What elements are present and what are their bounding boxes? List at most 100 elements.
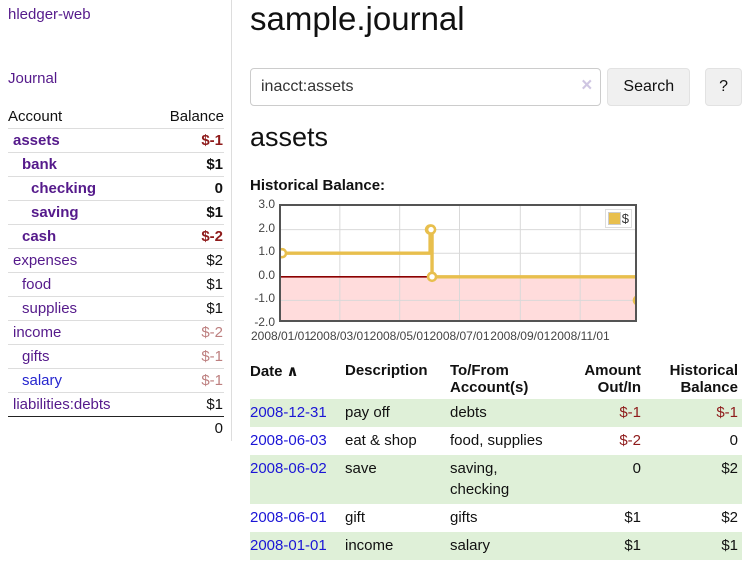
search-button[interactable]: Search xyxy=(607,68,691,106)
account-balance: $2 xyxy=(206,252,223,269)
app-title[interactable]: hledger-web xyxy=(8,6,91,23)
transaction-amount-cell: $1 xyxy=(624,537,641,554)
sidebar-item-gifts[interactable]: gifts xyxy=(22,348,50,365)
transaction-date-link[interactable]: 2008-12-31 xyxy=(250,404,327,421)
x-axis-tick-label: 2008/07/01 xyxy=(429,329,490,343)
balance-column-header: Historical Balance xyxy=(669,362,738,396)
sidebar-item-supplies[interactable]: supplies xyxy=(22,300,78,317)
y-axis-tick-label: -2.0 xyxy=(254,315,275,329)
table-row: 2008-06-02 save saving, checking 0 $2 xyxy=(250,455,742,504)
sidebar-item-income[interactable]: income xyxy=(13,324,62,341)
sidebar-item-saving[interactable]: saving xyxy=(31,204,79,221)
description-column-header: Description xyxy=(345,362,428,379)
account-balance: 0 xyxy=(214,180,223,197)
balance-column-header: Balance xyxy=(169,107,224,125)
transaction-balance-cell: 0 xyxy=(729,432,738,449)
sidebar-item-journal[interactable]: Journal xyxy=(8,70,58,87)
date-column-header[interactable]: Date ∧ xyxy=(250,363,299,380)
register-table: Date ∧ Description To/From Account(s) Amo… xyxy=(250,360,742,560)
accounts-column-header: To/From Account(s) xyxy=(450,362,529,396)
account-row: income $-2 xyxy=(8,320,224,344)
transaction-amount-cell: 0 xyxy=(632,460,641,477)
transaction-date-cell: 2008-06-01 xyxy=(250,504,345,532)
account-balance: $-2 xyxy=(201,228,223,245)
transaction-accounts-cell: gifts xyxy=(450,509,478,526)
account-row: cash $-2 xyxy=(8,224,224,248)
x-axis-tick-label: 2008/01/01 xyxy=(250,329,312,343)
sidebar-item-checking[interactable]: checking xyxy=(31,180,97,197)
account-column-header: Account xyxy=(8,107,63,125)
search-box: × xyxy=(250,68,602,106)
search-input[interactable] xyxy=(250,68,602,106)
transaction-balance-cell: $1 xyxy=(721,537,738,554)
clear-search-icon[interactable]: × xyxy=(581,75,593,96)
x-axis-tick-label: 2008/09/01 xyxy=(490,329,551,343)
sidebar-item-expenses[interactable]: expenses xyxy=(13,252,78,269)
transaction-date-cell: 2008-01-01 xyxy=(250,532,345,560)
account-balance: $-1 xyxy=(201,132,223,149)
table-row: 2008-01-01 income salary $1 $1 xyxy=(250,532,742,560)
account-balance: $1 xyxy=(206,156,223,173)
transaction-date-cell: 2008-06-03 xyxy=(250,427,345,455)
transaction-date-link[interactable]: 2008-06-02 xyxy=(250,460,327,477)
transaction-date-link[interactable]: 2008-06-01 xyxy=(250,509,327,526)
register-header-row: Date ∧ Description To/From Account(s) Amo… xyxy=(250,360,742,399)
account-heading: assets xyxy=(250,122,329,152)
table-row: 2008-06-01 gift gifts $1 $2 xyxy=(250,504,742,532)
sort-ascending-icon: ∧ xyxy=(286,363,299,380)
y-axis-tick-label: -1.0 xyxy=(254,291,275,306)
transaction-description-cell: eat & shop xyxy=(345,432,417,449)
transaction-accounts-cell: debts xyxy=(450,404,487,421)
sidebar: hledger-web Journal Account Balance asse… xyxy=(0,0,232,441)
accounts-table: Account Balance assets $-1 bank $1 checking 0… xyxy=(8,104,224,440)
table-row: 2008-06-03 eat & shop food, supplies $-2 0 xyxy=(250,427,742,455)
transaction-accounts-cell: salary xyxy=(450,537,491,554)
transaction-amount-cell: $-2 xyxy=(619,432,641,449)
historical-balance-label: Historical Balance: xyxy=(250,177,386,194)
accounts-total-value: 0 xyxy=(214,420,223,437)
transaction-date-link[interactable]: 2008-06-03 xyxy=(250,432,327,449)
sidebar-item-bank[interactable]: bank xyxy=(22,156,58,173)
help-button[interactable]: ? xyxy=(705,68,742,106)
account-balance: $-1 xyxy=(201,348,223,365)
main-content: sample.journal × Search ? assets Histori… xyxy=(250,0,742,582)
transaction-description-cell: save xyxy=(345,460,377,477)
y-axis-tick-label: 3.0 xyxy=(258,197,275,211)
transaction-amount-cell: $1 xyxy=(624,509,641,526)
transaction-date-cell: 2008-12-31 xyxy=(250,399,345,427)
transaction-date-link[interactable]: 2008-01-01 xyxy=(250,537,327,554)
sidebar-item-liabilities-debts[interactable]: liabilities:debts xyxy=(13,396,111,413)
sidebar-item-assets[interactable]: assets xyxy=(13,132,60,149)
transaction-accounts-cell: food, supplies xyxy=(450,432,543,449)
transaction-description-cell: income xyxy=(345,537,394,554)
transaction-balance-cell: $2 xyxy=(721,509,738,526)
y-axis-tick-label: 2.0 xyxy=(258,220,275,235)
sidebar-item-food[interactable]: food xyxy=(22,276,52,293)
transaction-description-cell: gift xyxy=(345,509,366,526)
account-balance: $-1 xyxy=(201,372,223,389)
chart-plot-area: $ xyxy=(279,204,637,322)
account-balance: $1 xyxy=(206,396,223,413)
x-axis-tick-label: 2008/11/01 xyxy=(550,329,610,343)
balance-chart: $ 3.0 2.0 1.0 0.0 -1.0 -2.0 2008/01/01 2008/03/… xyxy=(250,197,742,344)
transaction-date-cell: 2008-06-02 xyxy=(250,455,345,504)
account-row: saving $1 xyxy=(8,200,224,224)
transaction-amount-cell: $-1 xyxy=(619,404,641,421)
sidebar-item-salary[interactable]: salary xyxy=(22,372,63,389)
y-axis-tick-label: 0.0 xyxy=(258,267,275,282)
account-row: food $1 xyxy=(8,272,224,296)
account-row: gifts $-1 xyxy=(8,344,224,368)
sidebar-item-cash[interactable]: cash xyxy=(22,228,57,245)
account-row: salary $-1 xyxy=(8,368,224,392)
page-title: sample.journal xyxy=(250,0,465,37)
transaction-balance-cell: $2 xyxy=(721,460,738,477)
chart-svg xyxy=(281,206,635,320)
account-row: assets $-1 xyxy=(8,128,224,152)
x-axis-tick-label: 2008/05/01 xyxy=(369,329,430,343)
legend-label: $ xyxy=(621,211,629,226)
accounts-table-header: Account Balance xyxy=(8,104,224,128)
account-balance: $-2 xyxy=(201,324,223,341)
table-row: 2008-12-31 pay off debts $-1 $-1 xyxy=(250,399,742,427)
y-axis-tick-label: 1.0 xyxy=(258,244,275,259)
account-row: liabilities:debts $1 xyxy=(8,392,224,416)
